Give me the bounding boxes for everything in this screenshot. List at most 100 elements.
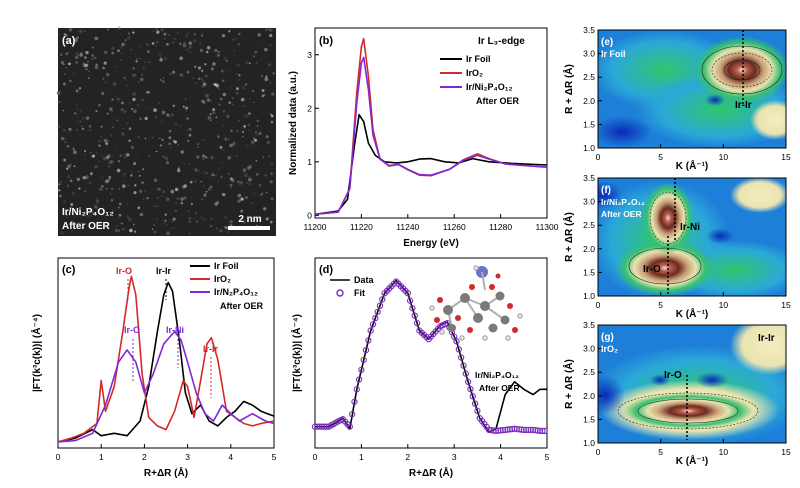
- x-tick-label: 11240: [396, 222, 419, 232]
- fit-point: [541, 427, 548, 435]
- fit-point: [311, 423, 319, 430]
- fit-point: [539, 427, 546, 435]
- sample-condition-f: After OER: [601, 209, 642, 219]
- peak-label-g-iro: Ir-O: [664, 370, 682, 381]
- panel-d: 0 1 2 3 4 5 (d) Data Fit: [290, 257, 550, 479]
- series-lines-b: [314, 37, 548, 216]
- sample-name-g: IrO₂: [601, 344, 618, 354]
- fit-point: [379, 296, 386, 303]
- peak-label-e: Ir-Ir: [735, 100, 752, 111]
- panel-e: 0 5 10 15 1.0 1.5 2.0 2.5 3.0 3.5 (e) Ir Foil Ir-…: [562, 25, 791, 172]
- legend-label-irfoil-c: Ir Foil: [214, 261, 239, 271]
- x-tick-label: 5: [658, 152, 663, 162]
- panel-label-e: (e): [601, 37, 613, 48]
- x-axis-label-e: K (Å⁻¹): [676, 159, 709, 172]
- x-tick-label: 0: [596, 152, 601, 162]
- x-tick-label: 11260: [443, 222, 466, 232]
- sample-condition-a: After OER: [62, 221, 111, 232]
- x-axis-label-f: K (Å⁻¹): [676, 307, 709, 320]
- y-tick-label: 2.0: [583, 244, 595, 254]
- axis-ticks-g: 0 5 10 15 1.0 1.5 2.0 2.5 3.0 3.5: [583, 320, 791, 457]
- y-axis-label-d: |FT(k³c(k))| (Å⁻⁴): [290, 314, 303, 392]
- edge-title-b: Ir L₃-edge: [478, 36, 525, 47]
- plot-frame-g: [597, 324, 787, 444]
- fit-point: [469, 393, 476, 400]
- legend-label-iro2-c: IrO₂: [214, 274, 231, 284]
- y-tick-label: 3.5: [583, 25, 595, 35]
- y-tick-label: 1.0: [583, 143, 595, 153]
- fit-point: [518, 426, 525, 433]
- y-axis-label-f: R + ΔR (Å): [562, 212, 575, 262]
- y-tick-label: 1.5: [583, 119, 595, 129]
- x-tick-label: 2: [142, 452, 147, 462]
- y-axis-label-b: Normalized data (a.u.): [288, 71, 299, 175]
- fit-point: [348, 411, 356, 418]
- series-line-c-2: [57, 330, 275, 443]
- x-axis-label-b: Energy (eV): [403, 238, 459, 249]
- fit-point: [536, 427, 544, 435]
- x-tick-label: 15: [781, 447, 791, 457]
- x-tick-label: 2: [405, 452, 410, 462]
- panel-b: 11200 11220 11240 11260 11280 11300 0 1 2 3 (b) I…: [288, 27, 559, 249]
- y-tick-label: 1.5: [583, 267, 595, 277]
- x-tick-label: 15: [781, 152, 791, 162]
- legend-label-afteroer-b: After OER: [476, 96, 520, 106]
- fit-point: [406, 297, 414, 304]
- fit-point: [467, 385, 474, 393]
- axis-ticks-c: 0 1 2 3 4 5: [56, 444, 277, 462]
- fit-point: [413, 319, 421, 327]
- x-axis-label-c: R+ΔR (Å): [144, 466, 188, 479]
- fit-point: [358, 366, 365, 373]
- x-tick-label: 4: [498, 452, 503, 462]
- annotation-irni-purple: Ir-Ni: [166, 325, 184, 335]
- fit-point: [360, 356, 367, 364]
- fit-point: [409, 305, 416, 312]
- fit-point: [464, 378, 472, 385]
- cluster-structure-model: [429, 265, 523, 341]
- fit-point: [353, 386, 360, 393]
- fit-point: [509, 425, 516, 433]
- fit-point: [372, 314, 379, 322]
- x-axis-label-d: R+ΔR (Å): [409, 466, 453, 479]
- series-line-d-0: [315, 279, 547, 433]
- y-tick-label: 1.0: [583, 438, 595, 448]
- fit-point: [314, 423, 321, 430]
- fit-point: [460, 362, 467, 369]
- plot-frame-b: [314, 27, 548, 219]
- y-tick-label: 3.0: [583, 344, 595, 354]
- panel-label-d: (d): [319, 264, 333, 276]
- series-line-b-0: [314, 113, 548, 216]
- y-tick-label: 2.5: [583, 220, 595, 230]
- stem-texture: [56, 26, 275, 236]
- y-tick-label: 1: [307, 157, 312, 167]
- y-tick-label: 3.5: [583, 320, 595, 330]
- fit-point: [490, 427, 497, 434]
- legend-marker-fit-d: [336, 289, 344, 297]
- x-tick-label: 1: [359, 452, 364, 462]
- panel-label-c: (c): [62, 264, 76, 276]
- fit-point: [376, 302, 384, 309]
- x-tick-label: 0: [313, 452, 318, 462]
- fit-point: [455, 346, 462, 353]
- axis-ticks-f: 0 5 10 15 1.0 1.5 2.0 2.5 3.0 3.5: [583, 173, 791, 310]
- fit-point: [474, 407, 481, 415]
- y-tick-label: 0: [307, 210, 312, 220]
- legend-label-fit-d: Fit: [354, 288, 365, 298]
- scale-bar: [228, 226, 270, 230]
- x-tick-label: 3: [452, 452, 457, 462]
- plot-frame-f: [597, 177, 787, 297]
- fit-point: [520, 426, 527, 434]
- sample-condition-d: After OER: [479, 383, 520, 393]
- peak-label-f-iro: Ir-O: [643, 264, 661, 275]
- legend-label-data-d: Data: [354, 275, 375, 285]
- panel-label-g: (g): [601, 332, 614, 343]
- x-tick-label: 10: [719, 152, 729, 162]
- x-tick-label: 1: [99, 452, 104, 462]
- x-tick-label: 5: [272, 452, 277, 462]
- x-tick-label: 11300: [535, 222, 558, 232]
- legend-label-catalyst-b: Ir/Ni₂P₄O₁₂: [466, 82, 513, 92]
- fit-point: [453, 338, 460, 345]
- fit-point: [355, 376, 363, 383]
- legend-label-catalyst-c: Ir/N₂P₄O₁₂: [214, 287, 258, 297]
- series-lines-d: [311, 278, 548, 435]
